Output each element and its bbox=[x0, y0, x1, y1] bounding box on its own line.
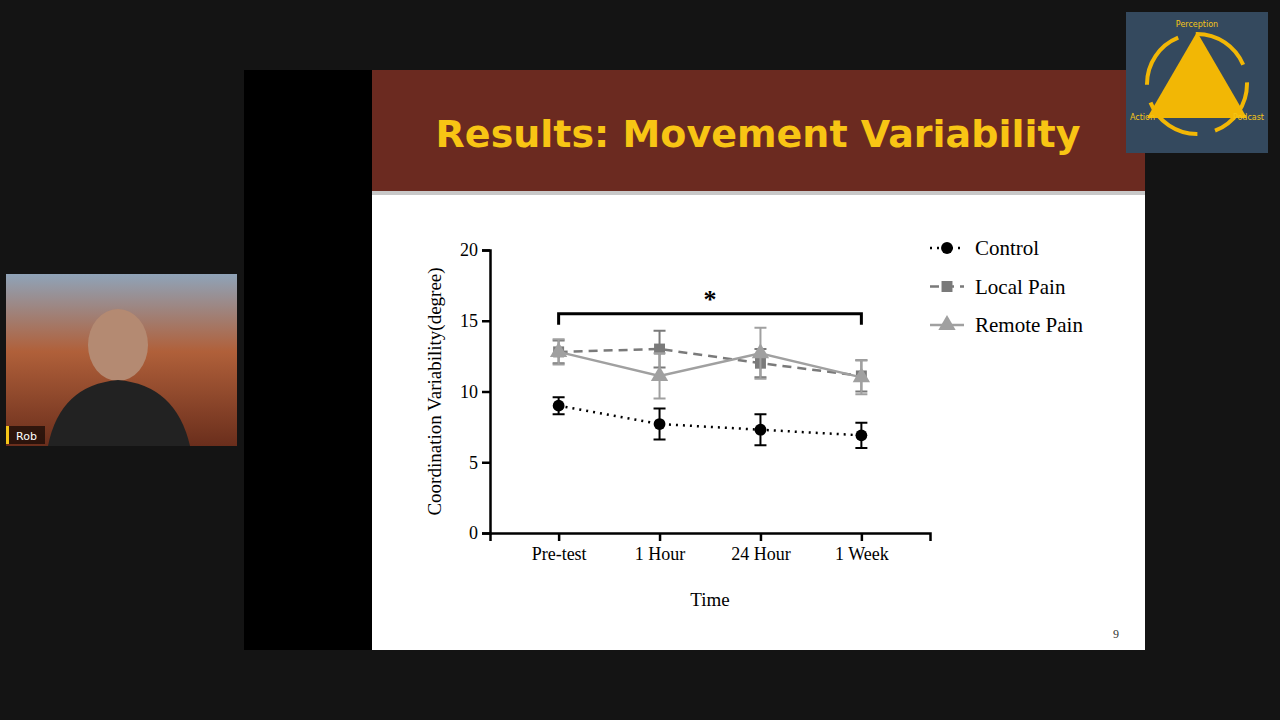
error-bar bbox=[754, 414, 766, 445]
error-bar bbox=[553, 397, 565, 414]
significance-bracket bbox=[559, 314, 862, 325]
webcam-image bbox=[6, 274, 237, 446]
axis-line bbox=[482, 251, 491, 534]
series-line bbox=[559, 406, 862, 436]
tick-label: 24 Hour bbox=[731, 544, 791, 564]
tick-mark bbox=[659, 533, 662, 541]
logo-text: Podcast bbox=[1233, 113, 1264, 122]
marker bbox=[855, 429, 867, 441]
marker bbox=[550, 342, 567, 357]
speaker-head bbox=[88, 309, 148, 381]
legend-marker bbox=[942, 281, 953, 292]
chart: 0 5 10 15 20 Pre-test 1 Hour 24 Hour 1 Week Coord… bbox=[424, 236, 1083, 610]
plot-area bbox=[550, 314, 870, 448]
page-number: 9 bbox=[1113, 627, 1119, 641]
speaker-body bbox=[48, 380, 190, 446]
logo: Perception Action Podcast bbox=[1126, 12, 1268, 153]
slide bbox=[372, 192, 1145, 650]
legend-item: Remote Pain bbox=[930, 313, 1083, 337]
marker bbox=[755, 424, 767, 436]
tick-mark bbox=[482, 320, 490, 323]
tick-mark bbox=[760, 533, 763, 541]
tick-label: 20 bbox=[460, 240, 478, 260]
logo-bg bbox=[1126, 12, 1268, 153]
legend-marker bbox=[941, 242, 953, 254]
tick-label: 5 bbox=[469, 453, 478, 473]
series bbox=[553, 331, 868, 392]
legend-marker bbox=[938, 315, 955, 330]
legend-label: Control bbox=[975, 236, 1039, 260]
y-axis: 0 5 10 15 20 bbox=[460, 240, 491, 543]
series bbox=[550, 328, 870, 399]
legend-item: Local Pain bbox=[930, 275, 1066, 299]
tick-label: 1 Week bbox=[835, 544, 889, 564]
logo-text: Action bbox=[1130, 113, 1155, 122]
x-axis: Pre-test 1 Hour 24 Hour 1 Week bbox=[491, 533, 931, 564]
legend-item: Control bbox=[930, 236, 1039, 260]
error-bar bbox=[855, 423, 867, 448]
speaker-name: Rob bbox=[16, 430, 37, 443]
tick-mark bbox=[482, 249, 490, 252]
error-bar bbox=[654, 408, 666, 439]
tick-label: 1 Hour bbox=[635, 544, 686, 564]
tick-mark bbox=[861, 533, 864, 541]
tick-mark bbox=[558, 533, 561, 541]
speaker-bar bbox=[6, 426, 9, 444]
tick-mark bbox=[482, 462, 490, 465]
page: Results: Movement Variability 9 Rob Percept… bbox=[0, 0, 1280, 720]
video-frame bbox=[244, 70, 1145, 650]
tick: 10 bbox=[460, 382, 490, 402]
slide-title: Results: Movement Variability bbox=[436, 112, 1081, 156]
marker bbox=[651, 366, 668, 381]
legend-label: Remote Pain bbox=[975, 313, 1083, 337]
marker bbox=[752, 343, 769, 358]
tick: 1 Hour bbox=[635, 533, 686, 564]
speaker-tag bbox=[9, 426, 45, 444]
marker bbox=[853, 367, 870, 382]
background bbox=[0, 0, 1280, 720]
series-line bbox=[559, 352, 862, 377]
tick-label: 15 bbox=[460, 311, 478, 331]
marker bbox=[654, 418, 666, 430]
logo-triangle bbox=[1147, 32, 1247, 118]
tick: 15 bbox=[460, 311, 490, 331]
tick: Pre-test bbox=[532, 533, 587, 564]
tick-mark bbox=[482, 391, 490, 394]
tick: 0 bbox=[469, 523, 490, 543]
tick: 20 bbox=[460, 240, 490, 260]
slide-header bbox=[372, 70, 1145, 191]
tick: 1 Week bbox=[835, 533, 889, 564]
tick-label: Pre-test bbox=[532, 544, 587, 564]
legend-label: Local Pain bbox=[975, 275, 1066, 299]
tick-label: 10 bbox=[460, 382, 478, 402]
logo-text: Perception bbox=[1176, 20, 1218, 29]
axis-line bbox=[491, 534, 931, 542]
x-axis-title: Time bbox=[690, 589, 729, 610]
marker bbox=[553, 400, 565, 412]
tick: 5 bbox=[469, 453, 490, 473]
tick: 24 Hour bbox=[731, 533, 791, 564]
annotation: * bbox=[704, 285, 717, 314]
series bbox=[553, 397, 868, 448]
webcam: Rob bbox=[6, 274, 237, 446]
tick-label: 0 bbox=[469, 523, 478, 543]
header-rule bbox=[372, 191, 1145, 195]
tick-mark bbox=[482, 532, 490, 535]
legend: Control Local Pain Remote Pain bbox=[930, 236, 1083, 337]
y-axis-title: Coordination Variability(degree) bbox=[424, 267, 446, 515]
